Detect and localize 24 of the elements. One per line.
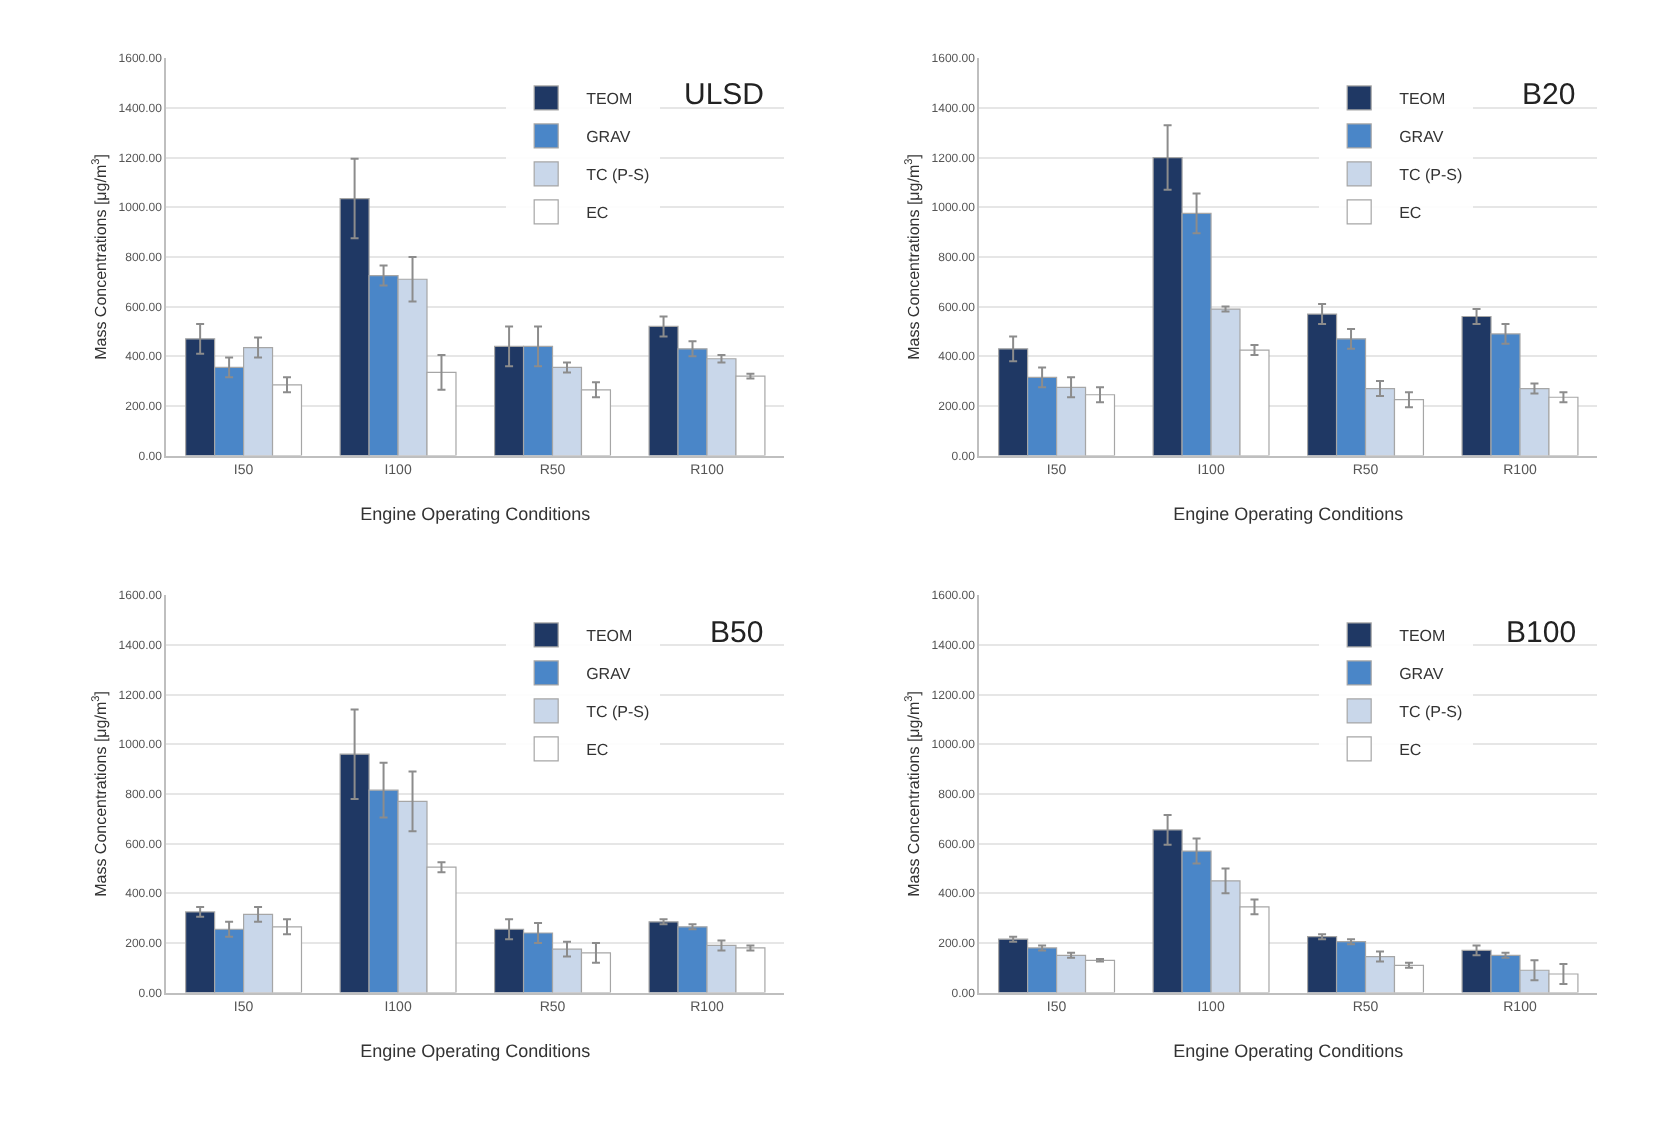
x-axis-title: Engine Operating Conditions: [360, 1041, 592, 1061]
legend-label: GRAV: [586, 128, 632, 147]
text: ULSD: [684, 78, 765, 112]
legend-label: TEOM: [1399, 90, 1447, 109]
legend-label: TEOM: [1399, 627, 1447, 646]
legend-label: TEOM: [586, 90, 634, 109]
legend-label: GRAV: [1399, 128, 1445, 147]
legend-label: GRAV: [1399, 665, 1445, 684]
x-axis-title: Engine Operating Conditions: [360, 504, 592, 524]
legend-label: TC (P-S): [1399, 703, 1463, 722]
legend-label: EC: [1399, 741, 1422, 760]
legend-label: TC (P-S): [586, 166, 650, 185]
legend-label: EC: [1399, 204, 1422, 223]
legend-label: TEOM: [586, 627, 634, 646]
legend-label: TC (P-S): [586, 703, 650, 722]
legend-label: GRAV: [586, 665, 632, 684]
legend-label: EC: [586, 741, 609, 760]
text: B20: [1522, 78, 1576, 112]
x-axis-title: Engine Operating Conditions: [1173, 1041, 1405, 1061]
x-axis-title: Engine Operating Conditions: [1173, 504, 1405, 524]
legend-label: EC: [586, 204, 609, 223]
text: B100: [1506, 616, 1577, 650]
legend-label: TC (P-S): [1399, 166, 1463, 185]
text: B50: [710, 616, 764, 650]
